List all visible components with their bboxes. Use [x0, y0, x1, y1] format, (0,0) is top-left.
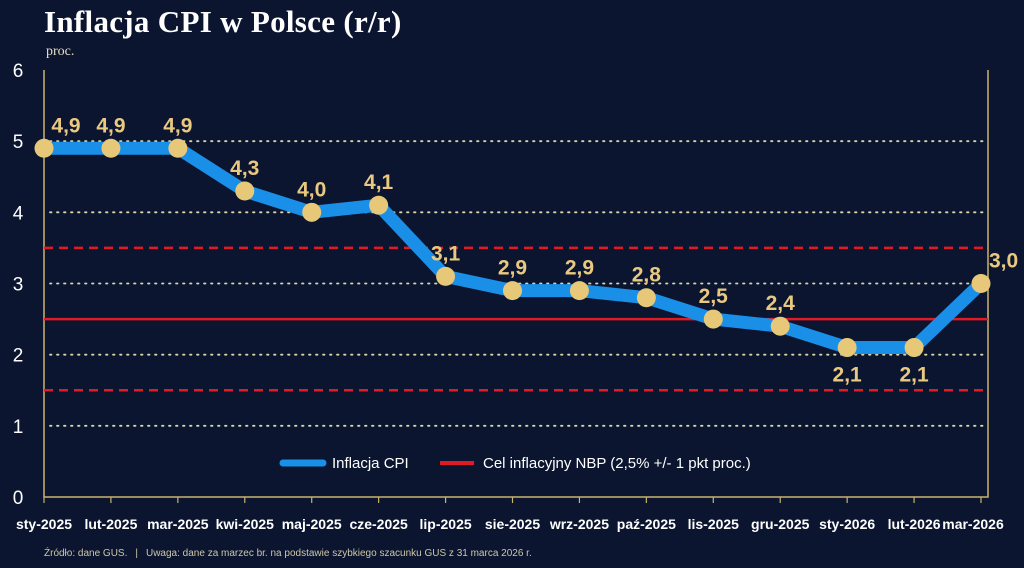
y-tick-label-5: 5 — [13, 132, 24, 153]
data-point-sie-2025 — [503, 281, 522, 301]
legend-label-cel-nbp: Cel inflacyjny NBP (2,5% +/- 1 pkt proc.… — [483, 455, 751, 472]
x-tick-label-sie-2025: sie-2025 — [485, 516, 540, 532]
data-label-sty-2025: 4,9 — [51, 114, 80, 137]
x-tick-label-gru-2025: gru-2025 — [751, 516, 810, 532]
data-label-lis-2025: 2,5 — [699, 285, 729, 308]
data-point-lut-2026 — [904, 338, 924, 358]
y-tick-label-6: 6 — [13, 61, 24, 82]
data-label-lut-2025: 4,9 — [96, 114, 125, 137]
data-point-lut-2025 — [101, 138, 121, 158]
data-label-mar-2026: 3,0 — [989, 250, 1018, 273]
data-point-cze-2025 — [369, 195, 389, 215]
footer-separator: | — [135, 548, 138, 559]
x-tick-label-sty-2026: sty-2026 — [819, 516, 875, 532]
data-label-cze-2025: 4,1 — [364, 171, 394, 194]
x-tick-label-sty-2025: sty-2025 — [16, 516, 72, 532]
x-tick-label-lis-2025: lis-2025 — [688, 516, 740, 532]
data-point-lip-2025 — [436, 266, 456, 286]
data-point-wrz-2025 — [569, 281, 589, 301]
x-tick-label-cze-2025: cze-2025 — [349, 516, 408, 532]
data-label-wrz-2025: 2,9 — [565, 257, 594, 280]
data-point-gru-2025 — [770, 316, 790, 336]
data-label-lut-2026: 2,1 — [899, 364, 929, 387]
data-point-kwi-2025 — [235, 181, 255, 201]
y-tick-label-3: 3 — [13, 275, 24, 296]
data-point-paź-2025 — [636, 288, 656, 308]
data-label-mar-2025: 4,9 — [163, 114, 192, 137]
data-label-sty-2026: 2,1 — [833, 364, 863, 387]
footer-source: Źródło: dane GUS. — [44, 548, 128, 559]
data-point-lis-2025 — [703, 309, 723, 329]
data-point-sty-2025 — [34, 138, 54, 158]
data-point-mar-2026 — [971, 274, 991, 293]
x-tick-label-lut-2026: lut-2026 — [888, 516, 941, 532]
legend-label-inflacja-cpi: Inflacja CPI — [332, 455, 409, 472]
data-label-paź-2025: 2,8 — [632, 264, 662, 287]
x-tick-label-maj-2025: maj-2025 — [282, 516, 342, 532]
chart-title: Inflacja CPI w Polsce (r/r) — [44, 4, 402, 39]
chart-footer: Źródło: dane GUS. | Uwaga: dane za marzec … — [44, 548, 532, 559]
data-label-lip-2025: 3,1 — [431, 242, 461, 265]
y-axis-unit-label: proc. — [46, 44, 75, 59]
x-tick-label-wrz-2025: wrz-2025 — [549, 516, 609, 532]
x-tick-label-paź-2025: paź-2025 — [617, 516, 676, 532]
x-tick-label-kwi-2025: kwi-2025 — [216, 516, 275, 532]
y-tick-label-1: 1 — [13, 417, 24, 438]
data-label-kwi-2025: 4,3 — [230, 157, 259, 180]
y-tick-label-4: 4 — [13, 203, 24, 224]
data-point-sty-2026 — [837, 338, 857, 358]
footer-note: Uwaga: dane za marzec br. na podstawie s… — [145, 548, 532, 559]
x-tick-label-mar-2025: mar-2025 — [147, 516, 209, 532]
data-point-mar-2025 — [168, 138, 188, 158]
data-label-gru-2025: 2,4 — [766, 292, 796, 315]
data-label-sie-2025: 2,9 — [498, 257, 527, 280]
x-tick-label-lut-2025: lut-2025 — [84, 516, 137, 532]
data-label-maj-2025: 4,0 — [297, 178, 326, 201]
y-tick-label-2: 2 — [13, 346, 24, 367]
x-tick-label-mar-2026: mar-2026 — [942, 516, 1004, 532]
data-point-maj-2025 — [302, 202, 322, 222]
x-tick-label-lip-2025: lip-2025 — [420, 516, 472, 532]
y-tick-label-0: 0 — [13, 488, 24, 509]
